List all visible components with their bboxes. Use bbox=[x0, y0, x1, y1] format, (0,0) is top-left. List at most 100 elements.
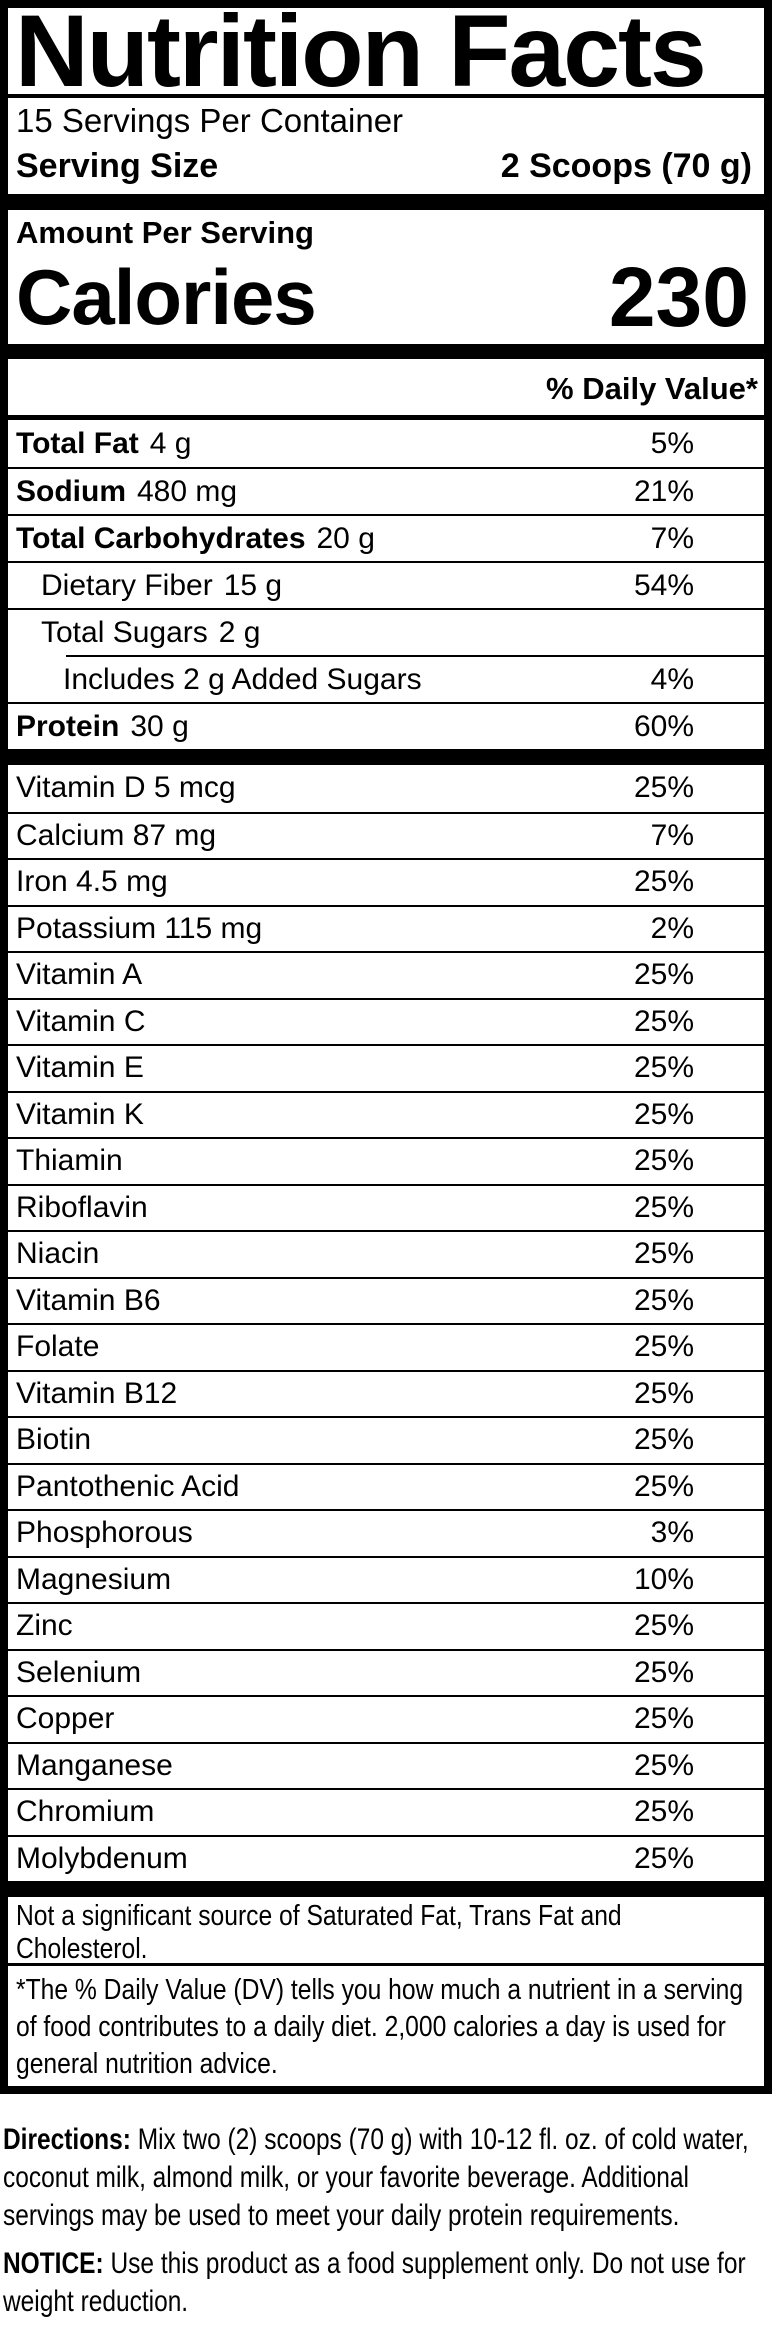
amount-per-serving: Amount Per Serving bbox=[16, 215, 314, 250]
notice-label: NOTICE: bbox=[3, 2247, 104, 2280]
notice-text: Use this product as a food supplement on… bbox=[3, 2247, 746, 2318]
servings-per-container: 15 Servings Per Container bbox=[16, 101, 404, 139]
micronutrient-rows: Vitamin D 5 mcg 25% Calcium 87 mg 7% Iron 4.… bbox=[8, 765, 764, 1881]
divider-under-title bbox=[8, 94, 764, 98]
nutrient-name: Niacin bbox=[16, 1237, 100, 1271]
nutrient-name: Dietary Fiber 15 g bbox=[41, 568, 283, 602]
nutrient-daily-value: 25% bbox=[633, 1097, 694, 1131]
serving-size-row: Serving Size 2 Scoops (70 g) bbox=[8, 143, 764, 194]
nutrient-row: Thiamin 25% bbox=[8, 1137, 764, 1184]
nutrient-row: Sodium 480 mg 21% bbox=[8, 467, 764, 514]
nutrient-row: Vitamin C 25% bbox=[8, 997, 764, 1045]
directions-text: Mix two (2) scoops (70 g) with 10-12 fl.… bbox=[3, 2123, 749, 2232]
nutrient-amount: 15 g bbox=[223, 568, 283, 602]
nutrient-name: Phosphorous bbox=[16, 1516, 193, 1550]
nutrient-daily-value: 25% bbox=[633, 1330, 694, 1364]
nutrient-name: Molybdenum bbox=[16, 1841, 188, 1875]
nutrient-name: Vitamin C bbox=[16, 1004, 146, 1038]
thick-bar bbox=[8, 749, 764, 765]
nutrient-daily-value: 3% bbox=[650, 1516, 694, 1550]
nutrient-amount: 2 g bbox=[218, 615, 261, 649]
label-title: Nutrition Facts bbox=[15, 0, 707, 108]
nutrient-name: Selenium bbox=[16, 1655, 142, 1689]
nutrition-facts-label: Nutrition Facts 15 Servings Per Containe… bbox=[0, 0, 772, 2094]
nutrient-name: Manganese bbox=[16, 1748, 173, 1782]
divider-under-dv-header bbox=[8, 415, 764, 420]
nutrient-name: Sodium 480 mg bbox=[16, 474, 238, 508]
nutrient-row: Iron 4.5 mg 25% bbox=[8, 858, 764, 905]
nutrient-daily-value: 25% bbox=[633, 1795, 694, 1829]
nutrient-amount: 480 mg bbox=[137, 474, 238, 508]
nutrient-name: Vitamin D 5 mcg bbox=[16, 771, 236, 805]
nutrient-name: Vitamin E bbox=[16, 1051, 144, 1085]
nutrient-daily-value: 25% bbox=[633, 1051, 694, 1085]
nutrient-name: Protein 30 g bbox=[16, 709, 189, 743]
nutrient-row: Zinc 25% bbox=[8, 1602, 764, 1649]
nutrient-name: Total Sugars 2 g bbox=[41, 615, 261, 649]
nutrient-daily-value: 25% bbox=[633, 1283, 694, 1317]
nutrient-name: Total Fat 4 g bbox=[16, 426, 192, 460]
nutrient-name: Zinc bbox=[16, 1609, 73, 1643]
nutrient-name: Thiamin bbox=[16, 1144, 123, 1178]
nutrient-daily-value: 25% bbox=[633, 1702, 694, 1736]
calories-row: Calories 230 bbox=[8, 250, 764, 344]
nutrient-name: Copper bbox=[16, 1702, 115, 1736]
nutrient-daily-value: 25% bbox=[633, 865, 694, 899]
nutrient-row: Protein 30 g 60% bbox=[8, 702, 764, 749]
nutrient-name: Vitamin B12 bbox=[16, 1376, 178, 1410]
nutrient-amount: 30 g bbox=[130, 709, 189, 743]
nutrient-daily-value: 25% bbox=[633, 1004, 694, 1038]
nutrient-row: Dietary Fiber 15 g 54% bbox=[8, 561, 764, 608]
nutrient-amount: 20 g bbox=[316, 521, 375, 555]
nutrient-daily-value: 4% bbox=[650, 662, 694, 696]
directions-label: Directions: bbox=[3, 2123, 131, 2156]
nutrient-daily-value: 2% bbox=[650, 911, 694, 945]
nutrient-daily-value: 5% bbox=[650, 426, 694, 460]
nutrient-row: Vitamin B12 25% bbox=[8, 1369, 764, 1417]
nutrient-daily-value: 25% bbox=[633, 1469, 694, 1503]
nutrient-daily-value: 25% bbox=[633, 1423, 694, 1457]
condensed-text-block: Directions: Mix two (2) scoops (70 g) wi… bbox=[3, 2121, 772, 2321]
footnote-wrap: *The % Daily Value (DV) tells you how mu… bbox=[8, 1966, 764, 2085]
nutrient-row: Potassium 115 mg 2% bbox=[8, 904, 764, 952]
nutrient-daily-value: 7% bbox=[650, 818, 694, 852]
nutrient-daily-value: 54% bbox=[633, 568, 694, 602]
nutrient-daily-value: 25% bbox=[633, 1376, 694, 1410]
nutrient-name: Calcium 87 mg bbox=[16, 818, 217, 852]
serving-size-value: 2 Scoops (70 g) bbox=[500, 147, 752, 185]
nutrient-row: Vitamin A 25% bbox=[8, 951, 764, 998]
nutrient-row: Vitamin E 25% bbox=[8, 1044, 764, 1091]
daily-value-header: % Daily Value* bbox=[546, 371, 758, 406]
nutrient-row: Biotin 25% bbox=[8, 1416, 764, 1463]
nutrient-name: Vitamin B6 bbox=[16, 1283, 161, 1317]
nutrient-amount: 4 g bbox=[149, 426, 192, 460]
nutrient-row: Total Sugars 2 g bbox=[8, 608, 764, 655]
nutrient-row: Total Carbohydrates 20 g 7% bbox=[8, 514, 764, 561]
nutrient-daily-value: 10% bbox=[633, 1562, 694, 1596]
nutrient-row: Phosphorous 3% bbox=[8, 1509, 764, 1556]
daily-value-footnote: *The % Daily Value (DV) tells you how mu… bbox=[16, 1973, 744, 2080]
nutrient-row: Copper 25% bbox=[8, 1695, 764, 1742]
nutrient-name: Iron 4.5 mg bbox=[16, 865, 168, 899]
nutrient-daily-value: 60% bbox=[633, 709, 694, 743]
nutrient-row: Pantothenic Acid 25% bbox=[8, 1462, 764, 1510]
nutrient-name: Includes 2 g Added Sugars bbox=[63, 662, 422, 696]
nutrient-daily-value: 25% bbox=[633, 1655, 694, 1689]
nutrient-daily-value: 25% bbox=[633, 958, 694, 992]
nutrient-name: Total Carbohydrates 20 g bbox=[16, 521, 375, 555]
nutrient-name: Vitamin K bbox=[16, 1097, 144, 1131]
nutrient-row: Riboflavin 25% bbox=[8, 1183, 764, 1231]
nutrient-name: Chromium bbox=[16, 1795, 155, 1829]
supplement-info-section: Directions: Mix two (2) scoops (70 g) wi… bbox=[0, 2094, 772, 2321]
nutrient-row: Manganese 25% bbox=[8, 1741, 764, 1789]
nutrient-row: Total Fat 4 g 5% bbox=[8, 420, 764, 467]
serving-size-label: Serving Size bbox=[16, 147, 219, 185]
notice-paragraph: NOTICE: Use this product as a food suppl… bbox=[3, 2245, 772, 2321]
nutrient-row: Vitamin D 5 mcg 25% bbox=[8, 765, 764, 812]
thick-bar bbox=[8, 1881, 764, 1897]
nutrient-row: Chromium 25% bbox=[8, 1788, 764, 1835]
divider-above-footnote bbox=[8, 1963, 764, 1966]
nutrient-daily-value: 25% bbox=[633, 1841, 694, 1875]
nutrient-row: Includes 2 g Added Sugars 4% bbox=[8, 654, 764, 702]
nutrient-daily-value: 25% bbox=[633, 771, 694, 805]
